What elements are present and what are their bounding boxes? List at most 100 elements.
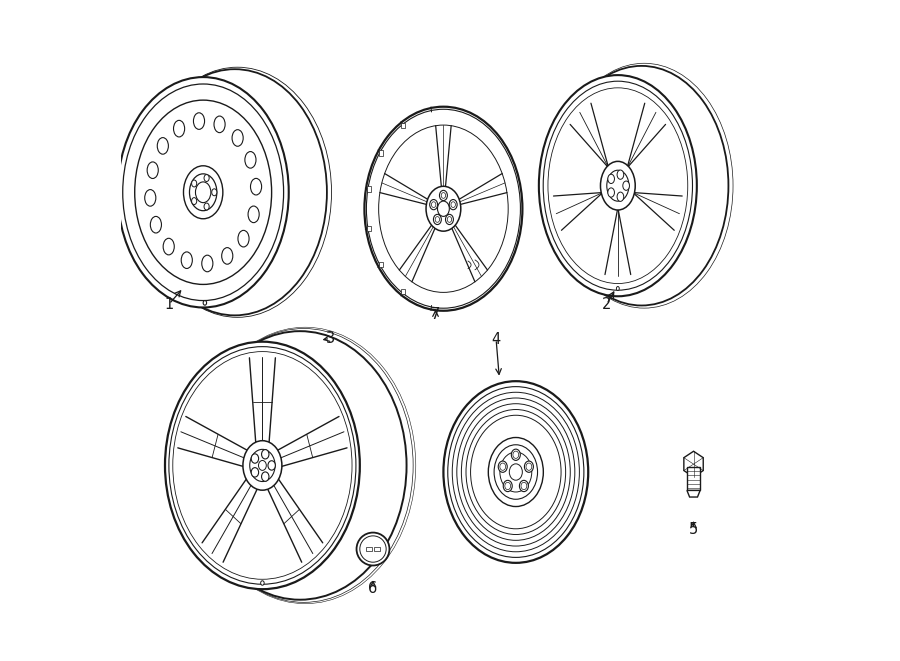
Ellipse shape [462, 404, 571, 540]
Ellipse shape [623, 181, 629, 190]
Ellipse shape [525, 461, 534, 473]
Ellipse shape [158, 137, 168, 154]
Ellipse shape [192, 198, 197, 204]
Ellipse shape [262, 449, 269, 459]
Ellipse shape [364, 106, 522, 311]
Ellipse shape [135, 100, 272, 284]
Ellipse shape [503, 481, 512, 492]
Ellipse shape [429, 200, 437, 210]
Ellipse shape [251, 467, 258, 477]
Ellipse shape [212, 189, 217, 196]
Ellipse shape [118, 77, 289, 307]
Ellipse shape [434, 214, 441, 225]
Ellipse shape [509, 464, 522, 480]
Ellipse shape [250, 178, 262, 195]
Ellipse shape [499, 461, 508, 473]
Polygon shape [367, 226, 371, 231]
Polygon shape [687, 490, 700, 497]
Ellipse shape [232, 130, 243, 146]
Polygon shape [401, 289, 405, 294]
Ellipse shape [192, 180, 197, 187]
Ellipse shape [439, 190, 447, 200]
Ellipse shape [195, 182, 211, 203]
Ellipse shape [214, 116, 225, 133]
Ellipse shape [511, 449, 520, 461]
Ellipse shape [190, 174, 217, 211]
Ellipse shape [451, 202, 455, 208]
Ellipse shape [513, 451, 518, 458]
Polygon shape [684, 451, 703, 477]
Ellipse shape [251, 454, 258, 463]
Polygon shape [379, 262, 383, 267]
Ellipse shape [163, 238, 175, 255]
Ellipse shape [150, 216, 161, 233]
Ellipse shape [449, 200, 457, 210]
Ellipse shape [202, 255, 213, 272]
Ellipse shape [446, 214, 454, 225]
Bar [374, 547, 380, 551]
Circle shape [360, 536, 386, 563]
Ellipse shape [519, 481, 528, 492]
Ellipse shape [238, 231, 249, 247]
Text: 6: 6 [368, 581, 378, 596]
Ellipse shape [147, 162, 158, 178]
Ellipse shape [521, 483, 526, 490]
Ellipse shape [221, 248, 233, 264]
Ellipse shape [505, 483, 510, 490]
Text: 1: 1 [165, 297, 174, 312]
Ellipse shape [204, 175, 209, 182]
Ellipse shape [617, 170, 624, 179]
Ellipse shape [203, 301, 207, 305]
Polygon shape [401, 123, 405, 128]
Text: 2: 2 [602, 297, 611, 312]
Ellipse shape [431, 202, 436, 208]
Ellipse shape [554, 66, 728, 305]
Ellipse shape [258, 461, 266, 471]
Ellipse shape [243, 441, 282, 490]
Ellipse shape [526, 463, 532, 471]
Ellipse shape [617, 192, 624, 202]
Ellipse shape [194, 113, 204, 130]
Ellipse shape [204, 203, 209, 210]
Ellipse shape [608, 188, 615, 197]
Ellipse shape [448, 387, 584, 557]
Ellipse shape [471, 415, 561, 529]
Ellipse shape [436, 217, 439, 222]
Ellipse shape [441, 192, 446, 198]
Ellipse shape [194, 331, 407, 600]
Text: 4: 4 [491, 332, 500, 346]
Bar [365, 547, 373, 551]
Ellipse shape [600, 161, 635, 210]
Ellipse shape [500, 452, 532, 492]
Bar [687, 467, 700, 490]
Ellipse shape [466, 410, 565, 535]
Ellipse shape [245, 151, 256, 168]
Ellipse shape [447, 217, 452, 222]
Text: 7: 7 [431, 307, 440, 322]
Ellipse shape [616, 286, 619, 291]
Ellipse shape [165, 342, 360, 589]
Ellipse shape [262, 472, 269, 481]
Ellipse shape [174, 120, 184, 137]
Ellipse shape [142, 69, 327, 315]
Ellipse shape [500, 463, 506, 471]
Ellipse shape [181, 252, 193, 268]
Polygon shape [367, 186, 371, 192]
Text: 5: 5 [688, 522, 698, 537]
Ellipse shape [444, 381, 589, 563]
Ellipse shape [145, 190, 156, 206]
Ellipse shape [539, 75, 697, 296]
Ellipse shape [608, 175, 615, 184]
Ellipse shape [607, 171, 629, 201]
Polygon shape [379, 150, 383, 155]
Ellipse shape [261, 581, 265, 585]
Ellipse shape [268, 461, 275, 470]
Ellipse shape [437, 201, 449, 216]
Ellipse shape [453, 392, 580, 552]
Ellipse shape [489, 438, 544, 506]
Ellipse shape [249, 449, 275, 481]
Ellipse shape [184, 166, 223, 219]
Text: 3: 3 [326, 331, 335, 346]
Ellipse shape [248, 206, 259, 223]
Ellipse shape [457, 398, 575, 546]
